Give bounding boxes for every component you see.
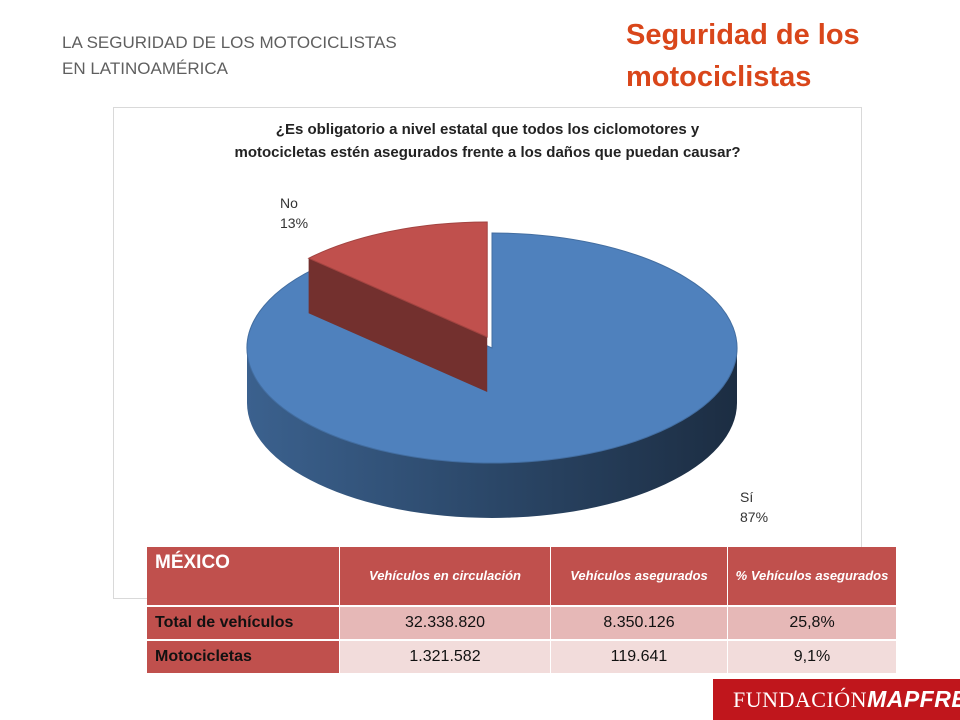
- chart-question-line-1: ¿Es obligatorio a nivel estatal que todo…: [275, 121, 700, 138]
- table-header-row: MÉXICO Vehículos en circulación Vehículo…: [147, 547, 897, 605]
- cell-total-percent: 25,8%: [728, 605, 897, 639]
- pie-value-no: 13%: [280, 215, 308, 231]
- pie-slice-side-wall: [247, 348, 737, 518]
- cell-moto-percent: 9,1%: [728, 639, 897, 673]
- presentation-subtitle: LA SEGURIDAD DE LOS MOTOCICLISTAS EN LAT…: [62, 30, 482, 82]
- pie-chart-panel: ¿Es obligatorio a nivel estatal que todo…: [113, 107, 862, 599]
- chart-question-line-2: motocicletas estén asegurados frente a l…: [234, 144, 741, 161]
- fundacion-mapfre-logo: FUNDACIÓNMAPFRE: [713, 679, 960, 720]
- col-header-percent: % Vehículos asegurados: [728, 547, 897, 605]
- title-line-1: Seguridad de los: [626, 19, 860, 51]
- logo-text-fundacion: FUNDACIÓN: [733, 687, 868, 712]
- logo-text-mapfre: MAPFRE: [867, 686, 960, 712]
- pie-slice-si: [246, 232, 738, 518]
- subtitle-line-2: EN LATINOAMÉRICA: [62, 59, 228, 78]
- row-label-motorcycles: Motocicletas: [147, 639, 340, 673]
- row-label-total: Total de vehículos: [147, 605, 340, 639]
- col-header-insured: Vehículos asegurados: [551, 547, 728, 605]
- mexico-data-table: MÉXICO Vehículos en circulación Vehículo…: [147, 547, 897, 673]
- table-row: Total de vehículos 32.338.820 8.350.126 …: [147, 605, 897, 639]
- pie-slice-top: [246, 232, 738, 464]
- col-header-circulation: Vehículos en circulación: [340, 547, 551, 605]
- chart-question: ¿Es obligatorio a nivel estatal que todo…: [114, 118, 861, 164]
- subtitle-line-1: LA SEGURIDAD DE LOS MOTOCICLISTAS: [62, 33, 397, 52]
- title-line-2: motociclistas: [626, 61, 812, 93]
- pie-slice-top: [307, 221, 488, 338]
- slide-title: Seguridad de los motociclistas: [626, 14, 946, 98]
- cell-moto-insured: 119.641: [551, 639, 728, 673]
- pie-slice-cut-face: [308, 258, 488, 392]
- country-header: MÉXICO: [147, 547, 340, 605]
- pie-label-si: Sí: [740, 489, 753, 505]
- cell-total-insured: 8.350.126: [551, 605, 728, 639]
- cell-total-circulation: 32.338.820: [340, 605, 551, 639]
- table-row: Motocicletas 1.321.582 119.641 9,1%: [147, 639, 897, 673]
- pie-chart: No 13% Sí 87%: [246, 195, 768, 525]
- pie-value-si: 87%: [740, 509, 768, 525]
- cell-moto-circulation: 1.321.582: [340, 639, 551, 673]
- pie-label-no: No: [280, 195, 298, 211]
- pie-slice-no: [307, 221, 488, 392]
